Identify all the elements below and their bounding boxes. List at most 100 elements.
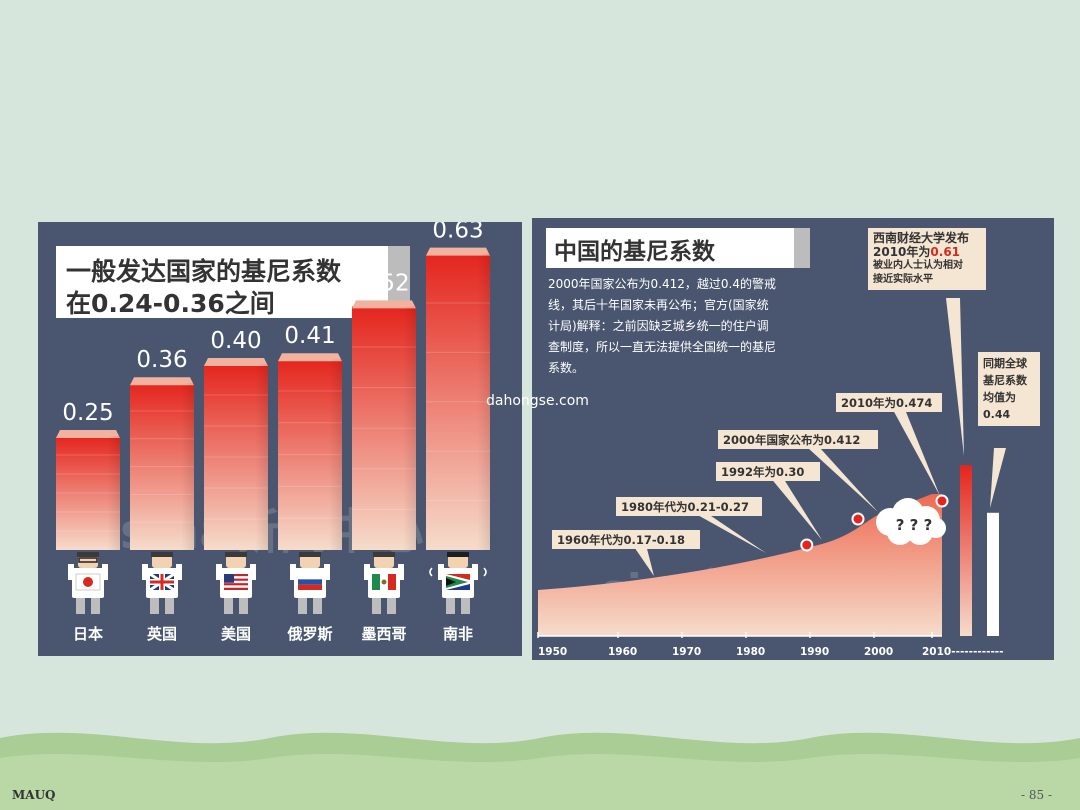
flag-stripe [298,574,322,580]
source-note-line2: 2010年为0.61 [873,245,981,259]
avg-note-line: 同期全球 [983,357,1027,370]
country-gini-bar-chart: 0.25 日本 0.36 英国 0.40 美国 0.41 俄罗斯 0.52 墨西哥 0.63 南非 [56,222,490,643]
person-hair [77,552,99,557]
bar-group [56,430,120,550]
data-marker [851,512,865,526]
person-hair [447,552,469,557]
source-note-value: 0.61 [930,245,961,259]
unknown-cloud [876,498,946,545]
avg-note-line: 均值为 [983,391,1016,404]
person-leg [76,598,85,614]
bar-shade [352,306,416,550]
bar-shade [426,253,490,550]
person-leg [224,598,233,614]
callout-pointer [772,480,822,540]
usa-flag [224,574,248,590]
annotation-callout: 2010年为0.474 [836,393,942,496]
x-tick-label: 1950 [538,646,567,658]
person-figure [364,552,404,614]
x-tick-label: 1970 [672,646,701,658]
bar-group [130,377,194,550]
bar-group [426,247,490,550]
gini-area [538,494,942,636]
avg-note-pointer [990,448,1006,508]
flag-stripe [388,574,396,590]
person-head [152,554,172,568]
flag-stripe [298,579,322,585]
flag-pall [446,576,468,588]
site-watermark: dahongse.com [486,393,589,409]
callout-box [836,393,942,412]
question-marks: ? ? ? [896,516,933,534]
callout-label: 1992年为0.30 [721,465,804,479]
person-figure [142,552,182,614]
person-leg [239,598,248,614]
callout-box [716,462,820,481]
left-title-line2: 在0.24-0.36之间 [66,289,275,318]
description-line: 查制度，所以一直无法提供全国统一的基尼 [548,340,777,354]
source-note-line3: 被业内人士认为相对 [873,260,963,271]
person-leg [461,598,470,614]
annotation-callout: 2000年国家公布为0.412 [718,430,878,512]
russia-flag [298,574,322,590]
person-leg [165,598,174,614]
annotation-callout: 1960年代为0.17-0.18 [552,530,700,576]
country-label: 美国 [221,625,251,643]
person-arm [398,564,404,580]
person-head [226,554,246,568]
callout-pointer [634,548,654,576]
cloud-puff [926,518,946,538]
developed-countries-gini-panel: 一般发达国家的基尼系数 在0.24-0.36之间 sina新闻中心 0.25 日本… [38,222,522,656]
background-waves [0,732,1080,810]
person-leg [298,598,307,614]
right-title-box: 中国的基尼系数 [546,228,810,268]
avg-note-line: 基尼系数 [983,374,1027,387]
bar-cap [352,300,416,309]
callout-label: 2000年国家公布为0.412 [723,433,860,447]
description-line: 系数。 [548,361,585,375]
flag-emblem [381,579,387,585]
description-line: 计局)解释：之前因缺乏城乡统一的住户调 [548,319,769,333]
person-leg [313,598,322,614]
person-figure [216,552,256,614]
flag-stripe [224,576,248,579]
country-label: 日本 [73,625,103,643]
person-arm [438,564,444,580]
person-arm [102,564,108,580]
x-tick-label: 1990 [800,646,829,658]
person-arm [216,564,222,580]
callout-label: 2010年为0.474 [841,396,932,410]
source-note-line4: 接近实际水平 [873,274,933,285]
country-label: 俄罗斯 [286,625,332,643]
person-hair [299,552,321,557]
bar-group [352,300,416,550]
person-head [300,554,320,568]
callout-label: 1960年代为0.17-0.18 [557,533,685,547]
china-gini-description: 2000年国家公布为0.412，越过0.4的警戒 线，其后十年国家未再公布；官方… [548,274,828,379]
person-figure [429,552,487,614]
bar-value-label: 0.36 [136,347,187,373]
bar-shade [130,383,194,550]
bar-value-label: 0.41 [284,323,335,349]
person-head [374,554,394,568]
person-arm [176,564,182,580]
flag-sun [83,577,93,587]
callout-box [552,530,700,549]
person-arm [250,564,256,580]
left-title-box: 一般发达国家的基尼系数 在0.24-0.36之间 [56,246,410,318]
description-line: 线，其后十年国家未再公布；官方(国家统 [548,298,769,312]
cloud-puff [887,519,913,545]
callout-label: 1980年代为0.21-0.27 [621,500,749,514]
global-average-note: 同期全球 基尼系数 均值为 0.44 [978,352,1040,426]
footer-brand: MAUQ [12,788,56,802]
japan-flag [75,573,101,591]
flag-triangle [446,578,457,586]
reference-bar-061 [960,465,972,636]
person-hair [151,552,173,557]
person-leg [446,598,455,614]
x-tick-label: 2010------------ [922,646,1004,658]
data-marker [935,494,949,508]
swufe-source-note: 西南财经大学发布 2010年为0.61 被业内人士认为相对 接近实际水平 [868,228,986,290]
callout-box [616,497,762,516]
person-arm [142,564,148,580]
